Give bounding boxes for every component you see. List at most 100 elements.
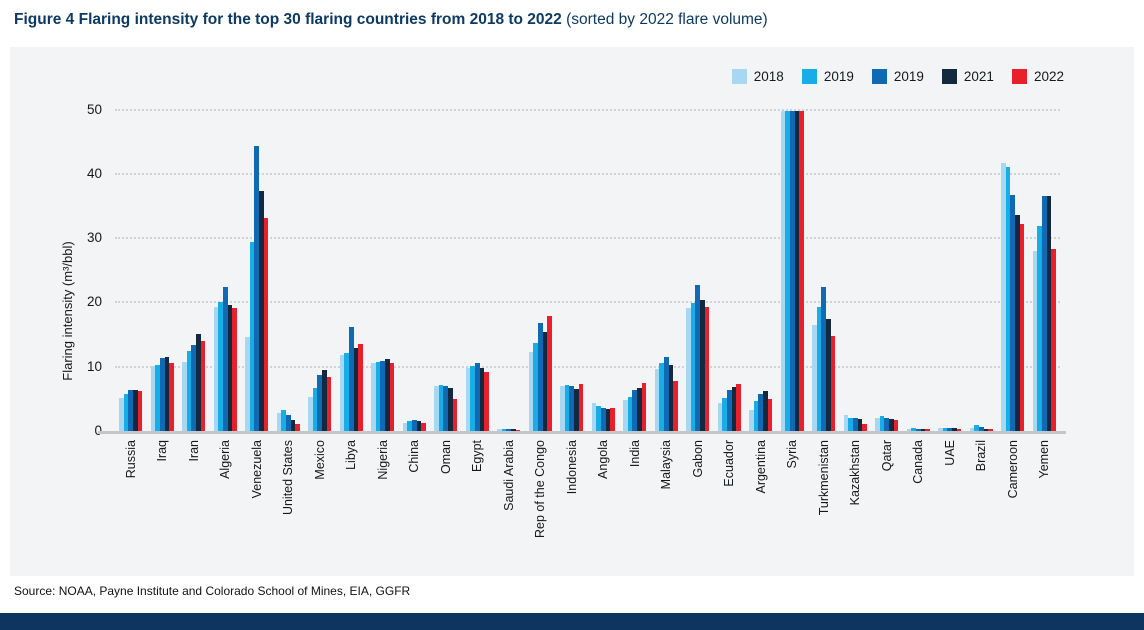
legend-swatch-icon [801, 69, 817, 84]
bar-group-gabon [686, 110, 710, 432]
bar-2021-3 [164, 356, 170, 432]
legend-swatch-icon [731, 69, 747, 84]
legend-item-2021-3: 2021 [941, 69, 994, 84]
bar-2021-3 [920, 428, 926, 432]
bar-2022-4 [830, 336, 836, 432]
bar-2019-1 [501, 428, 507, 432]
bar-2018-0 [402, 423, 408, 432]
bar-2021-3 [1015, 215, 1020, 432]
x-axis-label-argentina: Argentina [753, 440, 768, 494]
bar-2021-3 [826, 319, 831, 432]
bar-2021-3 [416, 421, 422, 432]
bar-2022-4 [799, 111, 804, 432]
bar-2022-4 [169, 362, 174, 432]
chart-panel: 2018 2019 2019 2021 2022 Flaring intensity (… [10, 47, 1134, 576]
legend-label: 2019 [823, 69, 854, 84]
y-tick-0: 0 [60, 422, 102, 439]
bar-2019-1 [785, 111, 790, 432]
bar-2022-4 [295, 423, 300, 432]
gridline-30 [115, 237, 1060, 240]
bar-2022-4 [1051, 249, 1056, 432]
bar-2022-4 [704, 307, 710, 432]
bar-2021-3 [353, 348, 359, 432]
bar-2018-0 [119, 397, 124, 432]
bar-2019-1 [407, 421, 412, 432]
gridline-20 [115, 301, 1060, 304]
bar-2019-1 [218, 302, 223, 432]
bar-group-india [623, 110, 647, 432]
footer-bar [0, 613, 1144, 630]
bar-2018-0 [686, 307, 691, 432]
plot-area [115, 108, 1060, 432]
bar-group-china [402, 110, 426, 432]
bar-2019-2 [1041, 196, 1047, 432]
bar-2018-0 [1032, 250, 1038, 432]
bar-2019-1 [879, 415, 885, 432]
bar-2018-0 [780, 111, 786, 432]
bar-2019-2 [411, 419, 417, 432]
bar-2018-0 [875, 417, 880, 432]
bar-2018-0 [276, 412, 282, 432]
x-axis-line [98, 431, 1066, 434]
legend-swatch-icon [871, 69, 887, 84]
bar-2019-1 [974, 424, 979, 432]
bar-2019-1 [186, 350, 192, 432]
bar-2018-0 [245, 337, 250, 432]
bar-2019-1 [533, 343, 538, 432]
bar-2021-3 [637, 387, 642, 432]
x-axis-label-united-states: United States [281, 440, 296, 516]
bar-group-nigeria [371, 110, 395, 432]
bar-2018-0 [906, 428, 912, 432]
legend-swatch-icon [1011, 69, 1027, 84]
legend-swatch-icon [941, 69, 957, 84]
bar-2019-1 [470, 365, 475, 432]
bar-group-turkmenistan [812, 110, 836, 432]
bar-2021-3 [889, 419, 894, 432]
figure-title-note: (sorted by 2022 flare volume) [561, 11, 768, 28]
bar-2019-2 [600, 407, 606, 432]
bar-2019-2 [537, 322, 543, 432]
x-axis-label-cameroon: Cameroon [1005, 440, 1020, 499]
x-axis-label-ecuador: Ecuador [722, 440, 737, 487]
bar-2019-2 [632, 390, 638, 432]
bar-2019-2 [443, 386, 449, 432]
bar-2019-2 [726, 390, 732, 432]
bar-2021-3 [794, 111, 800, 432]
bar-2019-1 [848, 417, 853, 432]
legend-item-2019-1: 2019 [801, 69, 854, 84]
bar-2019-2 [915, 428, 921, 432]
bar-2019-1 [816, 306, 822, 432]
bar-2018-0 [213, 306, 219, 432]
bar-2019-2 [821, 286, 827, 432]
bar-2018-0 [182, 361, 187, 432]
gridline-10 [115, 365, 1060, 368]
x-axis-label-gabon: Gabon [690, 440, 705, 478]
bar-2019-1 [942, 427, 948, 432]
bar-2021-3 [479, 367, 485, 432]
bar-2019-2 [474, 363, 480, 432]
bar-2019-2 [159, 358, 165, 432]
x-axis-label-oman: Oman [438, 440, 453, 475]
bar-2022-4 [578, 384, 584, 432]
bar-2018-0 [465, 368, 471, 432]
y-tick-10: 10 [86, 358, 102, 374]
bar-group-algeria [213, 110, 237, 432]
bar-2021-3 [1046, 196, 1052, 432]
figure-title: Figure 4 Flaring intensity for the top 3… [14, 11, 768, 29]
x-axis-label-libya: Libya [344, 440, 359, 470]
legend-label: 2018 [753, 69, 784, 84]
bar-group-argentina [749, 110, 773, 432]
bar-2021-3 [322, 369, 327, 432]
bar-2019-1 [155, 364, 160, 432]
legend-label: 2019 [893, 69, 924, 84]
bar-2019-2 [663, 357, 669, 432]
chart-legend: 2018 2019 2019 2021 2022 [731, 69, 1064, 84]
legend-item-2022-4: 2022 [1011, 69, 1064, 84]
bar-2021-3 [857, 418, 863, 432]
bar-2022-4 [389, 363, 395, 432]
bar-2019-2 [947, 428, 953, 432]
bar-2022-4 [673, 380, 678, 432]
bar-2021-3 [983, 428, 989, 432]
bar-2018-0 [371, 362, 376, 432]
bar-2019-2 [789, 111, 795, 432]
